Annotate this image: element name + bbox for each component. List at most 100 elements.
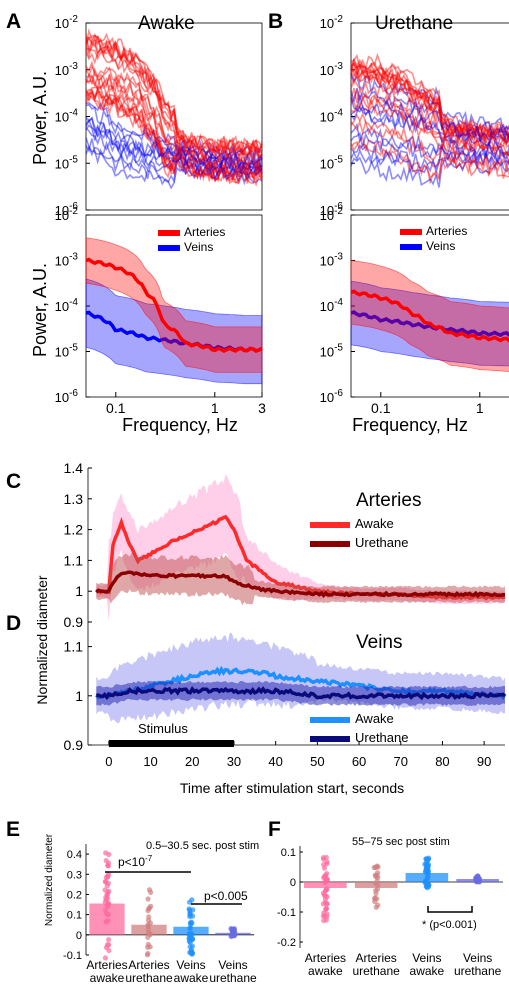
spectra-A-top-ytick-label: 10-3 [55, 61, 79, 78]
bars-f-point [422, 880, 428, 886]
spectra-B-top-ytick-exponent: -6 [334, 201, 343, 212]
spectra-B-trace [350, 156, 509, 188]
bars-f-bracket [427, 906, 473, 913]
bars-e-point [106, 937, 112, 943]
spectra-A-xtick-label: 3 [258, 400, 266, 416]
bars-e-ytick-label: 0.4 [67, 849, 82, 861]
spectra-A-trace [85, 64, 263, 172]
spectra-B-trace [350, 143, 509, 176]
spectra-B-trace [350, 66, 509, 146]
spectra-B-trace [350, 94, 509, 144]
spectra-B-trace [350, 62, 509, 139]
bars-f-point [323, 854, 329, 861]
bars-e-point [145, 944, 151, 950]
panel-e-annotation: 0.5–30.5 sec. post stim [146, 840, 259, 852]
bars-f-point [323, 905, 330, 912]
spectra-A-trace [85, 28, 263, 154]
bars-f-ytick-label: 0 [290, 877, 296, 889]
bars-e-point [145, 926, 152, 932]
panel-d-title: Veins [356, 632, 402, 653]
bars-f-point [375, 870, 381, 876]
bars-f-point [373, 887, 379, 894]
bars-e-xtick-label: urethane [125, 971, 173, 984]
spectra-A-bottom-ytick-exponent: -6 [69, 388, 78, 399]
spectra-A-top-ytick-exponent: -2 [69, 14, 78, 25]
spectra-A-legend-swatch-arteries [158, 230, 180, 236]
chart-layer: 10-210-310-410-510-610-210-310-410-510-6… [55, 14, 509, 984]
bars-f-point [322, 896, 329, 902]
arteries-ytick-label: 1 [75, 583, 83, 599]
spectra-B-trace [350, 73, 509, 134]
spectra-B-top-ytick-exponent: -5 [334, 154, 343, 165]
spectra-A-trace [85, 80, 263, 180]
bars-f-ytick-label: -0.1 [277, 907, 296, 919]
spectra-A-trace [85, 138, 263, 180]
spectra-A-trace [85, 137, 263, 184]
spectra-B-legend-swatch-veins [400, 244, 422, 250]
spectra-A-bottom-ytick-label: 10-3 [55, 252, 79, 269]
spectra-B-trace [350, 87, 509, 140]
bars-e-ytick-label: 0.3 [67, 869, 82, 881]
spectra-A-trace [85, 102, 263, 160]
spectra-B-legend-veins: Veins [426, 239, 455, 253]
stimulus-bar [108, 740, 234, 747]
bars-e-point [229, 933, 235, 939]
spectra-A-top-ytick-exponent: -5 [69, 154, 78, 165]
spectra-B-trace [350, 57, 509, 140]
bars-e-point [145, 896, 151, 902]
bars-e-point [103, 919, 109, 925]
bars-e-point [189, 897, 195, 903]
bars-f-ytick-label: 0.1 [281, 847, 296, 859]
bars-f-ytick-label: -0.2 [277, 937, 296, 949]
spectra-A-trace [85, 85, 263, 182]
spectra-A-bottom-ytick-exponent: -2 [69, 206, 78, 217]
bars-e-bar [173, 926, 209, 935]
bars-f-point [375, 864, 381, 870]
bars-f-xtick-label: awake [410, 964, 445, 978]
spectra-B-trace [350, 67, 509, 145]
bars-e-point [186, 935, 193, 942]
panel-label-f: F [268, 818, 281, 841]
spectra-B-trace [350, 143, 509, 170]
panel-b-title: Urethane [375, 13, 453, 34]
spectra-B-bottom-ytick-exponent: -4 [334, 297, 343, 308]
spectra-B-mean-arteries [350, 289, 509, 343]
spectra-A-top-ytick-label: 10-4 [55, 108, 79, 125]
bars-e-point [106, 888, 112, 894]
bars-f-point [375, 874, 381, 881]
spectra-B-trace [350, 118, 509, 172]
panel-c-title: Arteries [356, 490, 421, 511]
bars-e-point [145, 917, 152, 923]
spectra-A-trace [85, 34, 263, 158]
arteries-ytick-label: 1.4 [64, 460, 84, 476]
spectra-A-bottom-ytick-exponent: -5 [69, 343, 78, 354]
timecourse-xtick-label: 0 [105, 754, 112, 769]
veins-ytick-label: 1 [75, 688, 83, 704]
spectra-B-trace [350, 52, 509, 137]
spectra-A-bottom-ytick-exponent: -3 [69, 252, 78, 263]
timecourse-xtick-label: 60 [352, 754, 366, 769]
bars-e-point [105, 911, 111, 918]
veins-legend-urethane: Urethane [355, 730, 408, 745]
spectra-B-trace [350, 140, 509, 186]
bars-e-point [148, 889, 154, 895]
stimulus-label: Stimulus [138, 721, 188, 736]
bars-f-point [375, 882, 381, 888]
bars-f-point [373, 904, 379, 910]
spectra-A-trace [85, 118, 263, 172]
arteries-legend-swatch-urethane [310, 541, 350, 547]
spectra-B-trace [350, 135, 509, 180]
spectra-A-trace [85, 127, 263, 176]
spectra-A-bottom-ytick-label: 10-6 [55, 388, 79, 405]
spectra-A-trace [85, 116, 263, 171]
spectra-B-bottom-ytick-label: 10-4 [320, 297, 344, 314]
spectra-B-trace [350, 131, 509, 162]
bars-ylabel: Normalized diameter [44, 833, 55, 926]
spectra-B-trace [350, 61, 509, 138]
spectra-B-top-ytick-exponent: -2 [334, 14, 343, 25]
spectra-A-top-ytick-exponent: -3 [69, 61, 78, 72]
spectra-A-top-ytick-exponent: -6 [69, 201, 78, 212]
bars-e-point [189, 920, 195, 926]
spectra-B-top-ytick-exponent: -4 [334, 108, 343, 119]
